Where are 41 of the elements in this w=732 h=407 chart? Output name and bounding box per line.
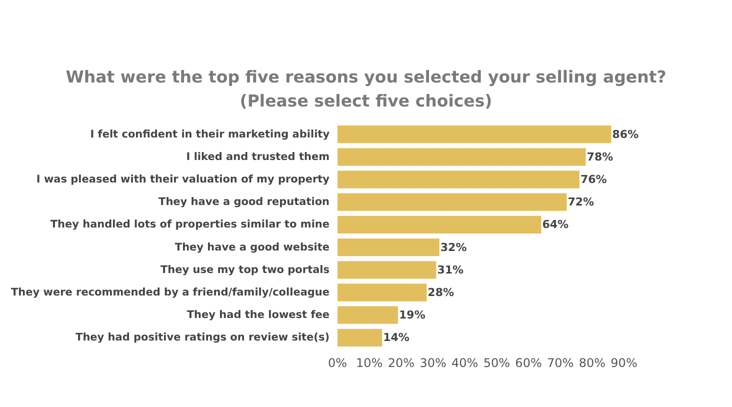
y-tick-label: They have a good website: [174, 241, 330, 254]
x-tick-label: 10%: [356, 356, 383, 370]
y-tick-label: They were recommended by a friend/family/colleague: [10, 286, 330, 298]
bar: [338, 284, 427, 302]
x-tick-label: 90%: [610, 356, 638, 370]
y-tick-label: I liked and trusted them: [186, 150, 330, 163]
x-tick-label: 20%: [388, 356, 415, 370]
x-tick-label: 60%: [515, 356, 542, 370]
bar: [338, 238, 440, 256]
data-label: 76%: [580, 173, 607, 186]
data-label: 32%: [440, 240, 467, 254]
x-tick-label: 70%: [547, 356, 574, 370]
bar: [338, 328, 382, 347]
data-label: 86%: [612, 128, 639, 141]
bar: [338, 261, 436, 279]
data-label: 64%: [542, 218, 569, 232]
x-tick-label: 80%: [578, 356, 606, 370]
y-tick-label: They had positive ratings on review site(s): [76, 332, 330, 344]
y-tick-label: They handled lots of properties similar to mine: [50, 218, 330, 231]
bar: [338, 306, 398, 324]
data-label: 72%: [568, 196, 594, 209]
bar: [338, 170, 580, 188]
bar: [338, 125, 612, 144]
y-tick-label: I felt confident in their marketing ability: [90, 128, 330, 140]
y-tick-label: They had the lowest fee: [186, 309, 330, 322]
bar: [338, 148, 586, 166]
chart-title: What were the top five reasons you selected your selling agent? (Please select five choices): [66, 68, 666, 110]
x-tick-label: 50%: [483, 356, 510, 370]
bar: [338, 216, 542, 234]
y-tick-label: I was pleased with their valuation of my property: [36, 174, 330, 186]
data-label: 28%: [428, 286, 454, 299]
data-label: 78%: [586, 150, 614, 164]
data-label: 31%: [437, 263, 464, 276]
bar: [338, 193, 567, 211]
data-label: 19%: [399, 308, 426, 322]
y-tick-label: They use my top two portals: [160, 264, 330, 276]
x-tick-label: 30%: [420, 356, 446, 370]
y-tick-label: They have a good reputation: [158, 196, 330, 208]
data-label: 14%: [383, 331, 410, 344]
x-tick-label: 0%: [328, 356, 348, 370]
x-tick-label: 40%: [452, 356, 478, 370]
